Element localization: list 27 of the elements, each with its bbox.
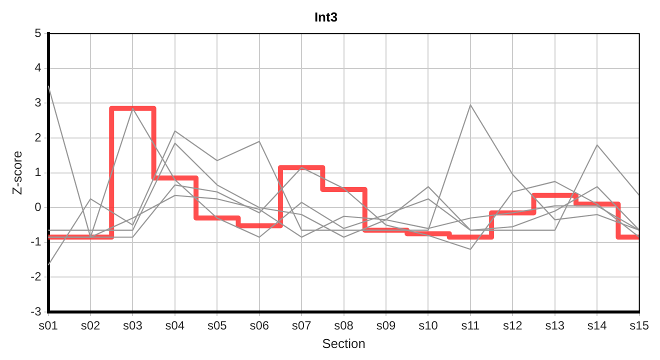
x-tick-label: s09	[376, 318, 396, 333]
x-tick-label: s14	[587, 318, 608, 333]
y-tick-label: -3	[30, 304, 42, 318]
x-tick-label: s06	[250, 318, 270, 333]
x-tick-label: s02	[80, 318, 100, 333]
x-tick-label: s04	[165, 318, 185, 333]
y-axis-title: Z-score	[9, 150, 24, 195]
y-tick-label: 0	[34, 200, 42, 214]
x-tick-label: s13	[545, 318, 565, 333]
x-tick-label: s01	[38, 318, 58, 333]
x-tick-label: s11	[461, 318, 480, 333]
x-tick-label: s05	[207, 318, 228, 333]
y-tick-label: 2	[34, 130, 42, 144]
x-tick-label: s10	[418, 318, 438, 333]
x-axis-title: Section	[322, 336, 366, 351]
x-tick-label: s08	[334, 318, 354, 333]
chart-title: Int3	[314, 9, 338, 24]
y-tick-label: 4	[34, 60, 42, 75]
x-tick-label: s03	[123, 318, 143, 333]
y-tick-label: 5	[34, 26, 42, 40]
y-tick-label: -1	[30, 234, 42, 249]
x-tick-label: s15	[630, 318, 650, 333]
y-tick-label: 1	[34, 165, 42, 180]
x-tick-label: s07	[292, 318, 312, 333]
y-tick-label: 3	[34, 96, 42, 110]
y-tick-label: -2	[30, 270, 42, 284]
x-tick-label: s12	[502, 318, 523, 333]
